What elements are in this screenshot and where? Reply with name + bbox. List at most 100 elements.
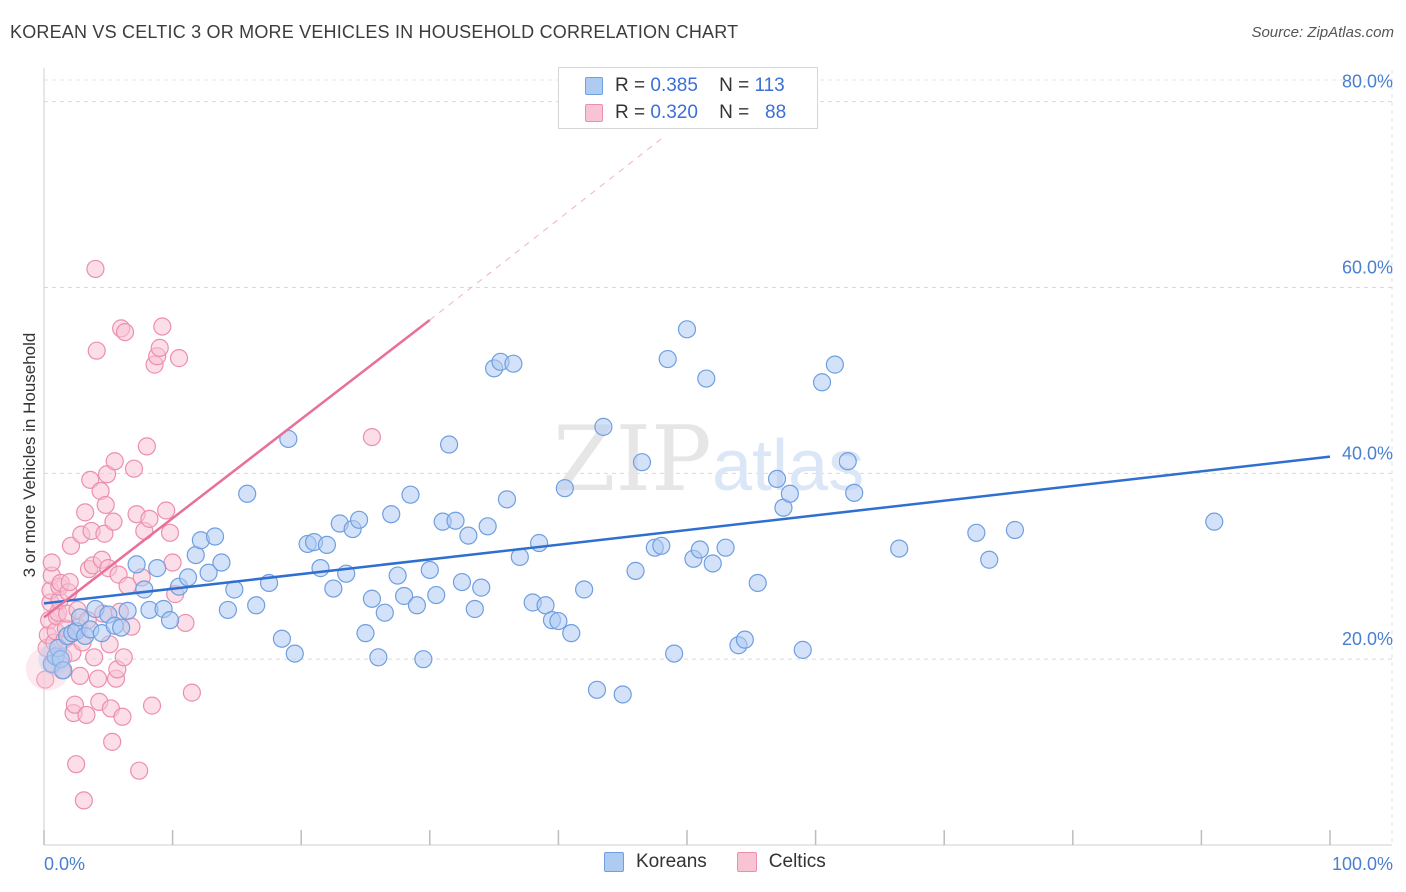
point-koreans [613, 685, 632, 704]
point-koreans [748, 573, 767, 593]
point-celtics [163, 553, 182, 572]
point-celtics [124, 459, 144, 478]
point-koreans [112, 618, 131, 637]
point-koreans [420, 560, 439, 580]
point-celtics [103, 732, 122, 751]
point-koreans [812, 373, 832, 392]
point-celtics [77, 705, 96, 725]
point-koreans [439, 435, 459, 454]
point-koreans [160, 611, 180, 630]
point-koreans [238, 484, 257, 503]
axis-labels: 3 or more Vehicles in Household 20.0% 40.… [20, 72, 1393, 874]
point-koreans [394, 586, 414, 606]
point-koreans [767, 469, 787, 489]
point-koreans [135, 580, 154, 599]
point-celtics [36, 670, 55, 689]
point-koreans [472, 578, 491, 597]
point-koreans [697, 369, 716, 388]
point-celtics [74, 791, 93, 810]
point-celtics [157, 501, 176, 520]
point-celtics [95, 524, 114, 543]
point-koreans [285, 644, 304, 663]
r-label: R = [615, 102, 646, 123]
point-koreans [555, 479, 574, 498]
legend-swatch-koreans [585, 77, 603, 95]
point-koreans [838, 452, 857, 471]
series-legend: Koreans Celtics [604, 851, 856, 873]
point-koreans [465, 599, 484, 619]
r-value: 0.320 [650, 102, 698, 123]
axes [43, 68, 1392, 846]
legend-swatch-celtics [585, 104, 603, 122]
legend-swatch-celtics [736, 852, 757, 872]
y-tick-label: 20.0% [1342, 629, 1393, 649]
point-koreans [677, 320, 697, 339]
legend-swatch-koreans [604, 852, 624, 872]
chart-title: KOREAN VS CELTIC 3 OR MORE VEHICLES IN H… [10, 22, 739, 42]
point-celtics [176, 613, 195, 633]
point-koreans [497, 490, 517, 509]
watermark-zip: ZIP [553, 407, 712, 512]
point-koreans [562, 624, 581, 643]
point-koreans [70, 608, 90, 627]
point-koreans [594, 417, 613, 436]
point-koreans [452, 572, 472, 592]
point-koreans [199, 563, 218, 582]
point-celtics [160, 523, 180, 542]
point-koreans [549, 611, 568, 631]
x-tick-label-max: 100.0% [1332, 854, 1393, 874]
point-koreans [780, 484, 799, 503]
legend-row-celtics: R = 0.320 N = 88 [585, 100, 786, 126]
point-koreans [349, 510, 369, 529]
point-koreans [980, 550, 999, 569]
point-koreans [845, 483, 864, 502]
point-koreans [272, 629, 292, 648]
trendline-celtics [43, 319, 431, 619]
point-koreans [825, 355, 844, 374]
point-celtics [153, 317, 172, 336]
point-celtics [362, 427, 382, 447]
point-koreans [401, 485, 420, 504]
point-celtics [61, 536, 81, 555]
point-celtics [76, 503, 95, 522]
point-koreans [793, 640, 812, 659]
point-celtics [86, 259, 105, 279]
point-cluster-koreans [38, 643, 71, 676]
point-koreans [967, 523, 986, 542]
point-koreans [716, 538, 735, 557]
point-celtics [137, 437, 156, 456]
stats-legend: R = 0.385 N = 113 R = 0.320 N = 88 [558, 67, 818, 129]
r-value: 0.385 [650, 75, 698, 96]
n-label: N = [719, 75, 750, 96]
point-celtics [142, 696, 162, 715]
n-value: 88 [765, 102, 787, 123]
point-celtics [42, 553, 61, 572]
legend-row-koreans: R = 0.385 N = 113 [585, 73, 785, 99]
point-celtics [85, 648, 104, 667]
trendline-koreans [43, 455, 1331, 605]
point-koreans [127, 555, 146, 574]
point-koreans [690, 540, 709, 559]
point-celtics [87, 341, 106, 360]
point-celtics [130, 761, 149, 780]
point-koreans [652, 536, 671, 555]
point-koreans [356, 624, 375, 643]
point-koreans [626, 561, 645, 580]
n-label: N = [719, 102, 750, 123]
point-koreans [247, 596, 266, 615]
point-koreans [703, 554, 722, 573]
legend-label-celtics: Celtics [768, 851, 826, 872]
point-koreans [382, 505, 401, 524]
point-koreans [54, 661, 73, 680]
point-koreans [178, 568, 198, 587]
point-koreans [427, 585, 446, 605]
point-celtics [65, 695, 84, 714]
point-koreans [575, 580, 594, 599]
point-koreans [205, 527, 225, 546]
point-koreans [414, 650, 433, 669]
point-celtics [70, 666, 90, 685]
point-koreans [388, 566, 407, 585]
point-celtics [113, 707, 132, 726]
point-koreans [478, 517, 497, 536]
